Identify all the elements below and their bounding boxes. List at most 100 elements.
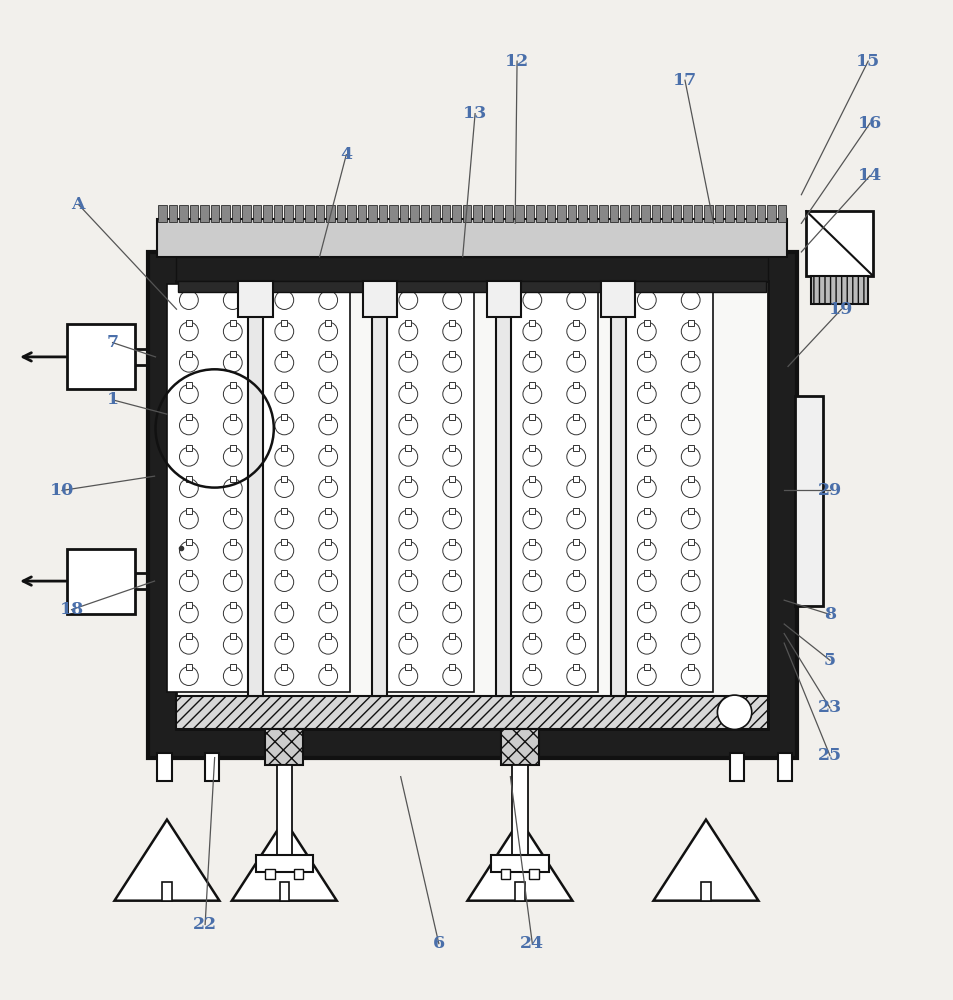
- Circle shape: [637, 541, 656, 560]
- Circle shape: [566, 385, 585, 403]
- Text: 25: 25: [817, 747, 841, 764]
- Bar: [504, 205, 513, 222]
- Bar: [557, 205, 565, 222]
- Bar: [186, 570, 192, 576]
- Bar: [405, 351, 411, 357]
- Circle shape: [522, 385, 541, 403]
- Bar: [693, 205, 701, 222]
- Bar: [640, 205, 649, 222]
- Circle shape: [274, 510, 294, 529]
- Bar: [573, 414, 578, 420]
- Circle shape: [318, 447, 337, 466]
- Circle shape: [442, 322, 461, 341]
- Circle shape: [566, 510, 585, 529]
- Bar: [281, 414, 287, 420]
- Text: A: A: [71, 196, 85, 213]
- Text: 12: 12: [504, 53, 529, 70]
- Bar: [262, 284, 350, 692]
- Circle shape: [522, 353, 541, 372]
- Bar: [449, 320, 455, 326]
- Bar: [294, 869, 303, 879]
- Bar: [643, 508, 649, 514]
- Bar: [624, 284, 712, 692]
- Bar: [529, 869, 538, 879]
- Polygon shape: [653, 820, 758, 901]
- Bar: [529, 664, 535, 670]
- Bar: [449, 633, 455, 639]
- Text: 22: 22: [193, 916, 217, 933]
- Bar: [643, 570, 649, 576]
- Bar: [573, 602, 578, 608]
- Bar: [186, 351, 192, 357]
- Bar: [724, 205, 733, 222]
- Bar: [452, 205, 460, 222]
- Circle shape: [223, 322, 242, 341]
- Text: 17: 17: [672, 72, 697, 89]
- Bar: [230, 445, 235, 451]
- Bar: [405, 320, 411, 326]
- Circle shape: [274, 322, 294, 341]
- Bar: [529, 570, 535, 576]
- Circle shape: [179, 447, 198, 466]
- Circle shape: [680, 447, 700, 466]
- Bar: [729, 753, 743, 781]
- Circle shape: [274, 447, 294, 466]
- Bar: [186, 633, 192, 639]
- Bar: [529, 539, 535, 545]
- Circle shape: [223, 541, 242, 560]
- Bar: [643, 445, 649, 451]
- Circle shape: [680, 322, 700, 341]
- Bar: [515, 882, 524, 901]
- Bar: [230, 539, 235, 545]
- Bar: [573, 445, 578, 451]
- Circle shape: [179, 541, 198, 560]
- Circle shape: [442, 416, 461, 435]
- Text: 7: 7: [107, 334, 118, 351]
- Circle shape: [637, 510, 656, 529]
- Circle shape: [566, 541, 585, 560]
- Bar: [186, 664, 192, 670]
- Circle shape: [398, 479, 417, 497]
- Bar: [230, 664, 235, 670]
- Bar: [494, 205, 502, 222]
- Bar: [281, 476, 287, 482]
- Circle shape: [179, 667, 198, 685]
- Circle shape: [318, 573, 337, 591]
- Circle shape: [318, 635, 337, 654]
- Bar: [221, 205, 230, 222]
- Bar: [274, 205, 282, 222]
- Bar: [687, 445, 693, 451]
- Circle shape: [522, 635, 541, 654]
- Circle shape: [566, 479, 585, 497]
- Bar: [325, 351, 331, 357]
- Bar: [609, 205, 618, 222]
- Circle shape: [318, 291, 337, 309]
- Bar: [700, 882, 710, 901]
- Bar: [600, 281, 635, 317]
- Bar: [573, 633, 578, 639]
- Bar: [449, 664, 455, 670]
- Bar: [238, 281, 273, 317]
- Bar: [279, 882, 289, 901]
- Bar: [200, 205, 209, 222]
- Circle shape: [442, 291, 461, 309]
- Bar: [281, 445, 287, 451]
- Bar: [643, 351, 649, 357]
- Circle shape: [717, 695, 751, 729]
- Bar: [630, 205, 639, 222]
- Bar: [573, 508, 578, 514]
- Circle shape: [318, 541, 337, 560]
- Bar: [186, 508, 192, 514]
- Circle shape: [274, 667, 294, 685]
- Bar: [714, 205, 722, 222]
- Bar: [449, 508, 455, 514]
- Circle shape: [566, 635, 585, 654]
- Bar: [326, 205, 335, 222]
- Bar: [500, 869, 510, 879]
- Bar: [169, 205, 177, 222]
- Bar: [232, 205, 240, 222]
- Text: 10: 10: [50, 482, 74, 499]
- Circle shape: [442, 510, 461, 529]
- Circle shape: [442, 479, 461, 497]
- Circle shape: [637, 479, 656, 497]
